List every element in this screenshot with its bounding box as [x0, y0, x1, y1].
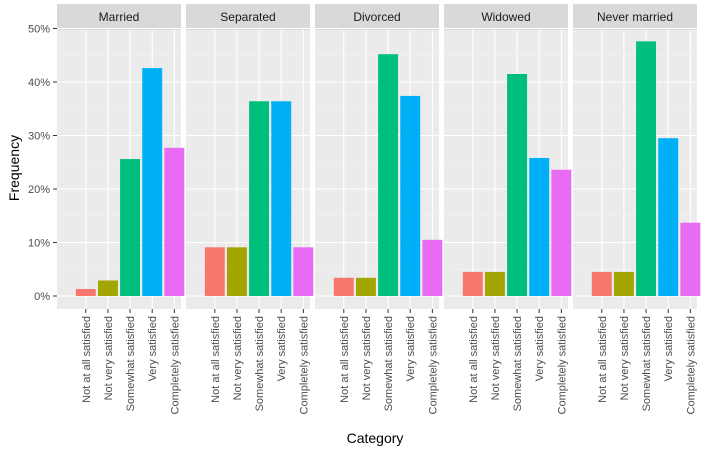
facet-strip-label: Divorced [353, 10, 400, 24]
x-tick-label: Completely satisfied [556, 316, 568, 414]
x-tick-label: Not very satisfied [232, 316, 244, 400]
facet-panel-married: Married Not at all satisfied Not very sati… [57, 4, 185, 414]
bar [591, 271, 612, 296]
x-tick-label: Not at all satisfied [81, 316, 93, 403]
panel-background [444, 30, 568, 309]
x-tick-label: Very satisfied [276, 316, 288, 381]
bar [613, 271, 634, 296]
panel-background [315, 30, 439, 309]
facet-strip-label: Married [99, 10, 140, 24]
panel-background [186, 30, 310, 309]
bar [422, 239, 443, 296]
x-tick-label: Not very satisfied [619, 316, 631, 400]
x-tick-label: Not very satisfied [490, 316, 502, 400]
facet-strip [186, 4, 310, 30]
x-tick-label: Somewhat satisfied [641, 316, 653, 411]
bar [462, 271, 483, 296]
bar [142, 68, 163, 296]
x-tick-label: Completely satisfied [169, 316, 181, 414]
x-tick-label: Not at all satisfied [339, 316, 351, 403]
x-tick-label: Somewhat satisfied [125, 316, 137, 411]
x-tick-label: Very satisfied [663, 316, 675, 381]
x-tick-label: Not at all satisfied [468, 316, 480, 403]
bar [529, 157, 550, 296]
facet-strip-label: Widowed [481, 10, 530, 24]
bar [378, 54, 399, 297]
y-tick-label: 10% [28, 238, 50, 250]
bar [164, 147, 185, 296]
facet-panel-separated: Separated Not at all satisfied Not very sa… [186, 4, 314, 414]
x-tick-label: Very satisfied [534, 316, 546, 381]
panel-background [57, 30, 181, 309]
bar [507, 73, 528, 296]
facet-panel-divorced: Divorced Not at all satisfied Not very sat… [315, 4, 443, 414]
y-tick-label: 50% [28, 24, 50, 36]
facet-strip [57, 4, 181, 30]
bar [271, 101, 292, 296]
bar [400, 95, 421, 296]
y-tick-label: 20% [28, 184, 50, 196]
bar [355, 277, 376, 296]
x-tick-label: Completely satisfied [298, 316, 310, 414]
y-axis-title: Frequency [6, 135, 22, 201]
bar [680, 222, 701, 296]
y-tick-label: 40% [28, 77, 50, 89]
bar [484, 271, 505, 296]
x-axis-title: Category [347, 430, 404, 446]
facet-strip [444, 4, 568, 30]
facet-strip [315, 4, 439, 30]
x-tick-label: Completely satisfied [685, 316, 697, 414]
x-tick-label: Somewhat satisfied [254, 316, 266, 411]
x-tick-label: Somewhat satisfied [512, 316, 524, 411]
bar [97, 280, 118, 296]
bar [658, 138, 679, 296]
bar [120, 159, 141, 296]
facet-strip [573, 4, 697, 30]
x-tick-label: Not at all satisfied [210, 316, 222, 403]
bar [333, 277, 354, 296]
x-tick-label: Very satisfied [147, 316, 159, 381]
x-tick-label: Not at all satisfied [597, 316, 609, 403]
plot-area: 0% 10% 20% 30% 40% 50% Married Not at all satis… [28, 4, 701, 414]
x-tick-label: Completely satisfied [427, 316, 439, 414]
bar [293, 247, 314, 296]
facet-panel-widowed: Widowed Not at all satisfied Not very sati… [444, 4, 572, 414]
bar [636, 41, 657, 297]
y-tick-label: 0% [34, 291, 50, 303]
bar [204, 247, 225, 296]
bar [249, 101, 270, 296]
facet-panel-never-married: Never married Not at all satisfied Not ver… [573, 4, 701, 414]
x-tick-label: Somewhat satisfied [383, 316, 395, 411]
facet-strip-label: Never married [597, 10, 673, 24]
x-tick-label: Not very satisfied [361, 316, 373, 400]
facet-strip-label: Separated [220, 10, 275, 24]
y-tick-label: 30% [28, 131, 50, 143]
bar [226, 247, 247, 296]
x-tick-label: Not very satisfied [103, 316, 115, 400]
bar [75, 289, 96, 296]
bar [551, 169, 572, 296]
x-tick-label: Very satisfied [405, 316, 417, 381]
panel-background [573, 30, 697, 309]
